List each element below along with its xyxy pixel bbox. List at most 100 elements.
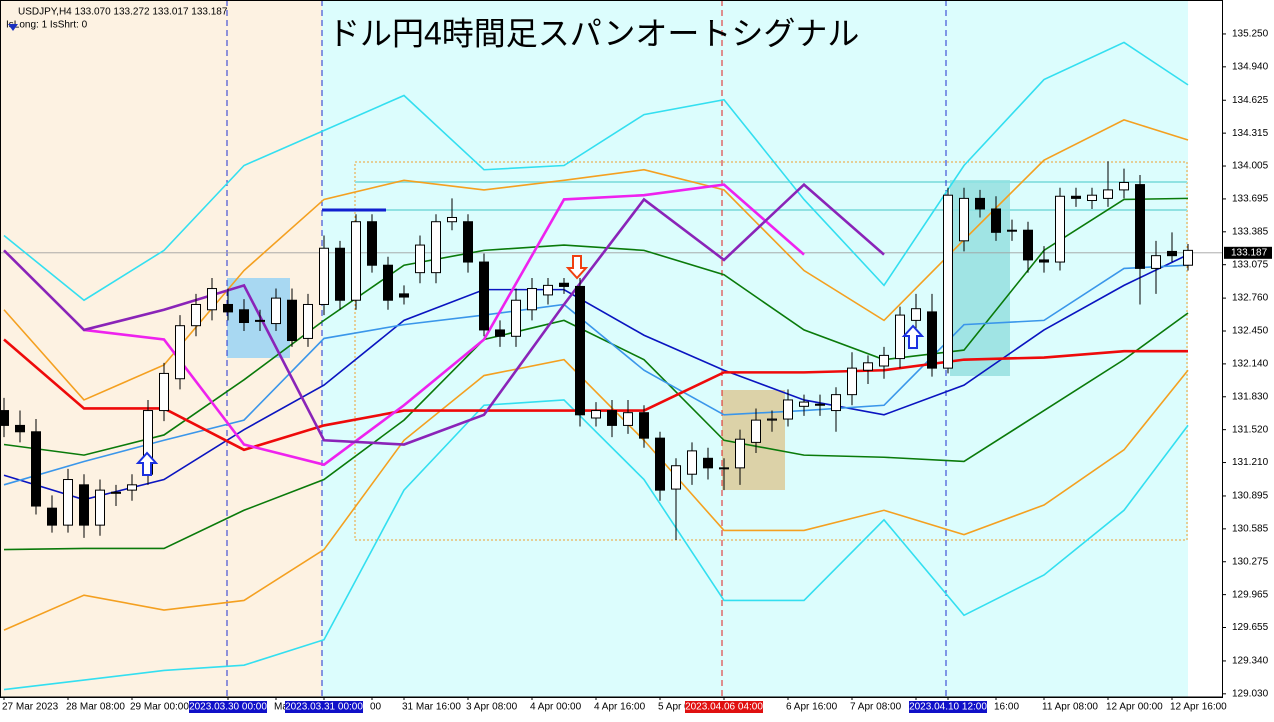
candle-body: [47, 507, 57, 526]
candle-body: [783, 399, 793, 420]
chart-title: ドル円4時間足スパンオートシグナル: [328, 15, 859, 51]
candle-body: [383, 264, 393, 301]
y-tick-label: 129.655: [1232, 622, 1269, 633]
candle-body: [415, 244, 425, 274]
candle-body: [735, 438, 745, 469]
candle-body: [1103, 189, 1113, 199]
candle-body: [1023, 229, 1033, 261]
buy-arrow: [901, 324, 925, 349]
candle-body: [527, 288, 537, 311]
x-tick-label: 29 Mar 00:00: [130, 702, 189, 713]
candle-body: [511, 299, 521, 337]
candle-body: [559, 282, 569, 287]
indicator-line: [3, 182, 885, 446]
x-tick-label: 4 Apr 00:00: [530, 702, 582, 713]
candle-body: [95, 489, 105, 526]
candle-body: [879, 354, 889, 367]
price-label: 133.187: [1231, 247, 1268, 258]
x-tick-label: 00: [370, 702, 382, 713]
candle-body: [943, 194, 953, 369]
y-tick-label: 132.450: [1232, 326, 1269, 337]
candle-body: [1167, 250, 1177, 257]
candle-body: [1183, 249, 1193, 266]
candle-body: [207, 288, 217, 311]
indicator-line: [3, 41, 1189, 302]
candle-body: [79, 484, 89, 526]
x-tick-label: 2023.04.06 04:00: [685, 702, 763, 713]
candle-body: [431, 221, 441, 274]
candle-body: [751, 419, 761, 443]
candle-body: [911, 308, 921, 321]
candle-body: [223, 303, 233, 313]
indicator-line: [3, 338, 1188, 452]
candle-body: [959, 197, 969, 242]
indicator-line: [83, 183, 805, 467]
candle-body: [1087, 194, 1097, 202]
x-tick-label: 5 Apr 08:: [658, 702, 698, 713]
candle-body: [239, 309, 249, 324]
sell-arrow: [565, 255, 589, 280]
y-tick-label: 134.625: [1232, 95, 1269, 106]
candles: [0, 161, 1193, 540]
y-tick-label: 129.965: [1232, 589, 1269, 600]
candle-body: [1151, 255, 1161, 269]
x-tick-label: 4 Apr 16:00: [594, 702, 646, 713]
axes: 135.250 134.940 134.625 134.315 134.005 133.6…: [0, 29, 1272, 713]
x-tick-label: 2023.04.10 12:00: [909, 702, 987, 713]
y-tick-label: 133.075: [1232, 259, 1269, 270]
x-tick-label: 27 Mar 2023: [2, 702, 59, 713]
candle-body: [191, 303, 201, 327]
x-label-box: [189, 701, 267, 713]
candle-body: [351, 221, 361, 301]
indicator-line: [3, 197, 1189, 456]
candle-body: [159, 372, 169, 412]
candle-body: [815, 403, 825, 406]
candle-body: [927, 311, 937, 369]
y-tick-label: 134.315: [1232, 128, 1269, 139]
x-label-box: [285, 701, 363, 713]
candle-body: [255, 319, 265, 322]
x-tick-label: 12 Apr 16:00: [1170, 702, 1227, 713]
y-tick-label: 129.340: [1232, 656, 1269, 667]
y-tick-label: 131.830: [1232, 391, 1269, 402]
x-label-box: [685, 701, 763, 713]
y-tick-label: 130.275: [1232, 556, 1269, 567]
x-tick-label: Ma: [274, 702, 288, 713]
price-tag: [1224, 246, 1272, 259]
candle-body: [591, 410, 601, 419]
candle-body: [287, 299, 297, 342]
x-tick-label: 2023.03.31 00:00: [285, 702, 363, 713]
x-tick-label: 16:00: [994, 702, 1019, 713]
candle-body: [175, 325, 185, 380]
candle-body: [399, 293, 409, 298]
candle-body: [31, 431, 41, 507]
y-tick-label: 131.520: [1232, 424, 1269, 435]
candle-body: [335, 247, 345, 301]
candle-body: [1135, 184, 1145, 269]
candle-body: [639, 412, 649, 439]
candle-body: [479, 261, 489, 331]
candle-body: [15, 424, 25, 433]
y-tick-label: 130.895: [1232, 491, 1269, 502]
x-tick-label: 7 Apr 08:00: [850, 702, 902, 713]
candle-body: [719, 467, 729, 470]
session-zone: [322, 0, 1188, 697]
indicator-line: [3, 358, 1189, 631]
y-tick-label: 133.385: [1232, 226, 1269, 237]
candle-body: [1055, 195, 1065, 263]
candle-body: [991, 208, 1001, 233]
indicator-line: [3, 399, 1189, 691]
y-tick-label: 132.760: [1232, 293, 1269, 304]
y-tick-label: 134.005: [1232, 161, 1269, 172]
candle-body: [1119, 181, 1129, 191]
y-tick-label: 133.695: [1232, 194, 1269, 205]
candle-body: [303, 303, 313, 339]
candle-body: [623, 412, 633, 426]
x-tick-label: 31 Mar 16:00: [402, 702, 461, 713]
buy-arrow: [135, 451, 159, 476]
x-tick-label: 2023.03.30 00:00: [189, 702, 267, 713]
candle-body: [975, 197, 985, 210]
candle-body: [831, 394, 841, 412]
candle-body: [463, 221, 473, 263]
x-label-box: [909, 701, 987, 713]
